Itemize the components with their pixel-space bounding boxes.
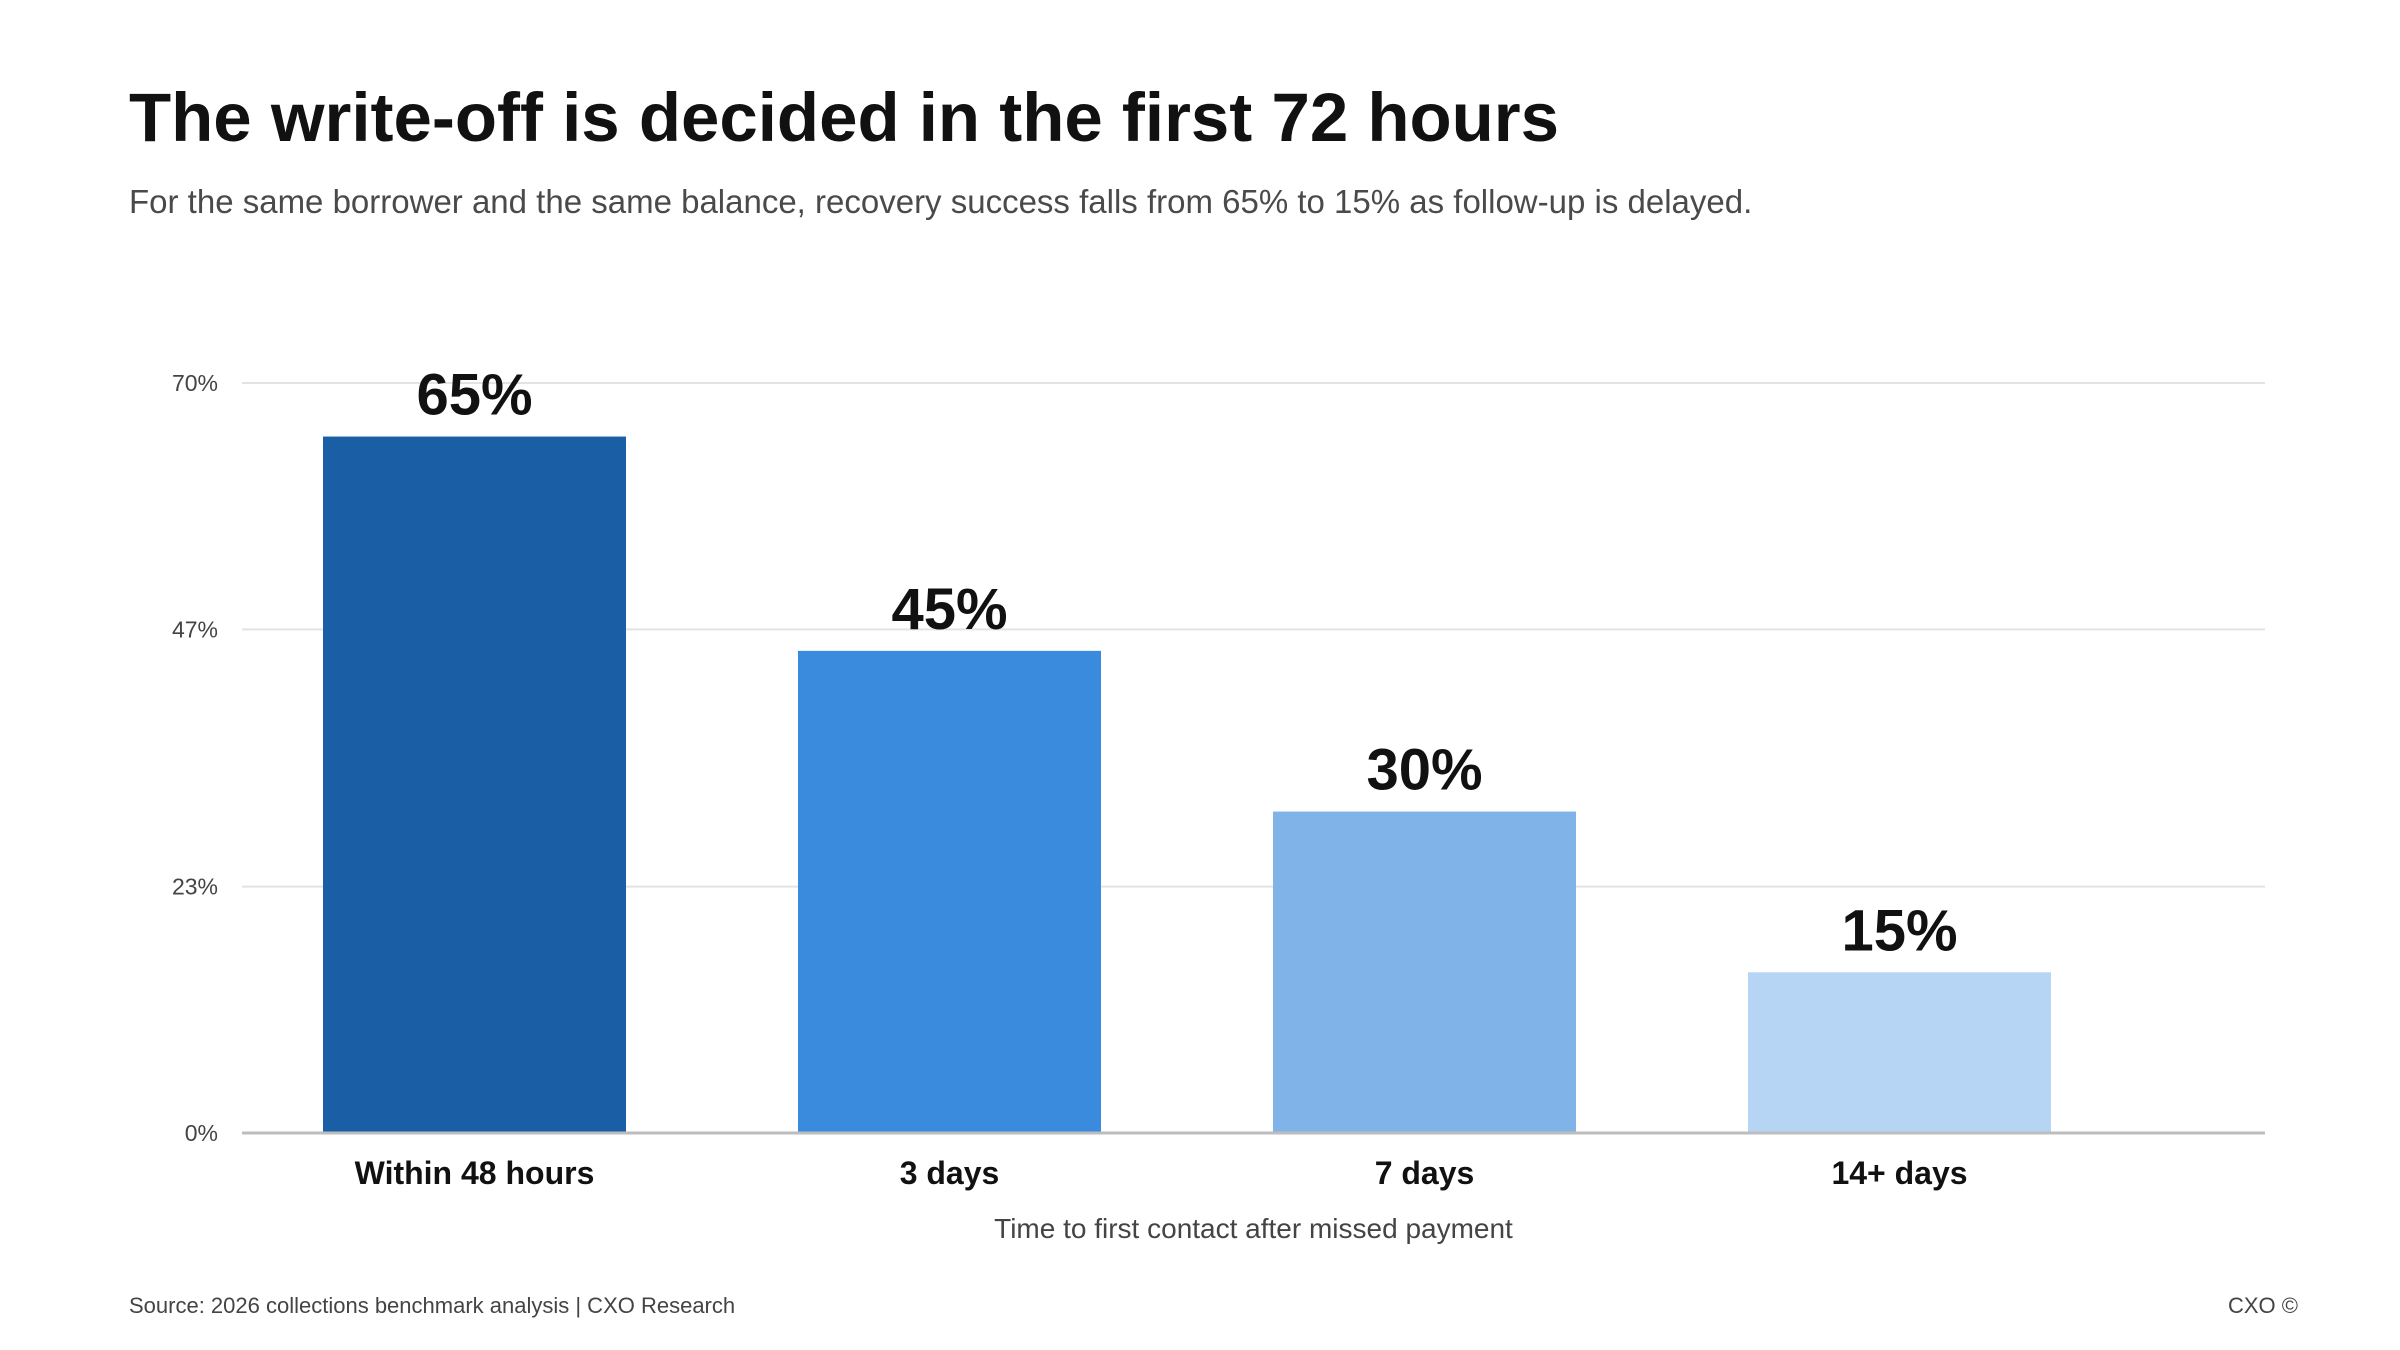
x-tick-label: 14+ days (1831, 1155, 1967, 1191)
y-tick-label: 70% (172, 370, 218, 396)
data-label: 15% (1841, 898, 1957, 963)
chart-title: The write-off is decided in the first 72… (129, 79, 1560, 156)
data-label: 45% (891, 577, 1007, 642)
x-axis-title: Time to first contact after missed payme… (994, 1213, 1513, 1244)
source-note: Source: 2026 collections benchmark analy… (129, 1293, 736, 1318)
y-tick-label: 47% (172, 616, 218, 642)
brand-mark: CXO © (2228, 1293, 2298, 1318)
y-tick-label: 23% (172, 874, 218, 900)
bars (323, 436, 2051, 1134)
bar-3 (1273, 811, 1576, 1133)
bar-4 (1748, 972, 2051, 1133)
x-axis-ticks: Within 48 hours 3 days 7 days 14+ days (355, 1155, 1968, 1191)
x-tick-label: Within 48 hours (355, 1155, 595, 1191)
x-tick-label: 3 days (900, 1155, 1000, 1191)
bar-2 (798, 650, 1101, 1133)
data-label: 65% (416, 363, 532, 428)
bar-1 (323, 436, 626, 1134)
x-tick-label: 7 days (1375, 1155, 1475, 1191)
data-labels: 65% 45% 30% 15% (416, 363, 1957, 964)
y-tick-label: 0% (185, 1120, 218, 1146)
chart-subtitle: For the same borrower and the same balan… (129, 183, 1753, 220)
y-axis-ticks: 0% 23% 47% 70% (172, 370, 218, 1146)
data-label: 30% (1366, 738, 1482, 803)
